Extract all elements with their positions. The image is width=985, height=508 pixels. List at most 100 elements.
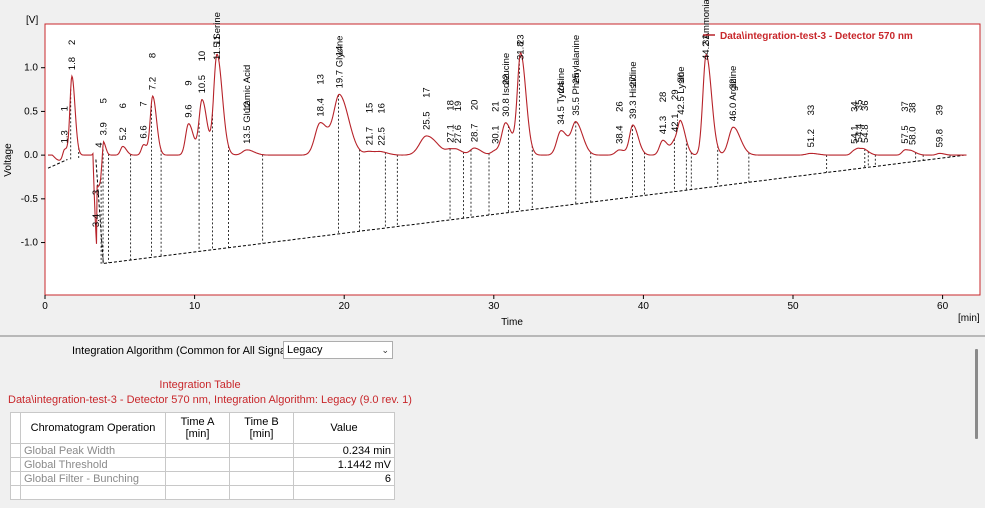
peak-number-label: 22: [501, 74, 512, 85]
chevron-down-icon: ⌄: [381, 345, 389, 355]
x-tick-label: 10: [189, 301, 201, 312]
peak-retention-label: 27.1: [445, 124, 456, 143]
cell-value[interactable]: 6: [293, 471, 395, 486]
peak-number-label: 20: [469, 100, 480, 111]
col-header-value[interactable]: Value: [293, 412, 395, 444]
panel-splitter[interactable]: [0, 335, 985, 337]
peak-retention-label: 51.2: [806, 129, 817, 148]
peak-retention-label: 28.7: [469, 124, 480, 143]
cell-time-a[interactable]: [165, 443, 230, 458]
cell-time-a[interactable]: [165, 457, 230, 472]
peak-number-label: 16: [377, 103, 388, 114]
table-row[interactable]: Global Filter - Bunching 6: [10, 471, 395, 486]
peak-retention-label: 13.5 Glutamic Acid: [242, 65, 253, 144]
integration-panel: Integration Algorithm (Common for All Si…: [0, 337, 985, 508]
table-row-empty[interactable]: [10, 485, 395, 500]
peak-retention-label: 5.2: [118, 127, 129, 140]
cell-time-b[interactable]: [229, 485, 294, 500]
row-header[interactable]: [10, 485, 21, 500]
cell-value[interactable]: 1.1442 mV: [293, 457, 395, 472]
chromatogram-panel[interactable]: [V] Voltage Time [min] 0 10 20 30 40 50 60 1.0 0…: [0, 0, 985, 335]
peak-number-label: 7: [139, 101, 150, 106]
x-tick-label: 60: [937, 301, 949, 312]
peak-number-label: 36: [860, 100, 871, 111]
peak-number-label: 39: [935, 105, 946, 116]
peak-number-label: 6: [118, 103, 129, 108]
peak-retention-label: 1.3: [59, 130, 70, 143]
peak-number-label: 31: [701, 34, 712, 45]
peak-number-label: 26: [615, 101, 626, 112]
peak-retention-label: 30.8 Isoleucine: [501, 53, 512, 117]
peak-number-label: 3: [91, 190, 102, 195]
algorithm-select[interactable]: Legacy ⌄: [283, 341, 393, 359]
peak-retention-label: 31.8: [516, 42, 527, 61]
cell-time-b[interactable]: [229, 443, 294, 458]
cell-time-b[interactable]: [229, 471, 294, 486]
peak-retention-label: 6.6: [139, 125, 150, 138]
cell-time-b[interactable]: [229, 457, 294, 472]
legend-label: Data\integration-test-3 - Detector 570 n…: [720, 31, 913, 42]
cell-operation[interactable]: Global Peak Width: [20, 443, 166, 458]
peak-retention-label: 3.9: [98, 122, 109, 135]
peak-number-label: 17: [422, 87, 433, 98]
signal-trace: [48, 51, 967, 244]
vertical-scrollbar[interactable]: [975, 349, 978, 439]
peak-retention-label: 10.5: [197, 75, 208, 94]
peak-number-label: 29: [670, 89, 681, 100]
cell-operation[interactable]: Global Threshold: [20, 457, 166, 472]
peak-retention-label: 7.2: [148, 77, 159, 90]
peak-number-label: 38: [908, 102, 919, 113]
peak-number-label: 37: [900, 101, 911, 112]
peak-number-label: 12: [242, 101, 253, 112]
peak-retention-label: 18.4: [315, 98, 326, 117]
peak-retention-label: 11.5 Serine: [212, 12, 223, 60]
peak-number-label: 1: [59, 106, 70, 111]
peak-number-label: 35: [854, 100, 865, 111]
cell-operation[interactable]: Global Filter - Bunching: [20, 471, 166, 486]
plot-frame: [44, 23, 981, 296]
peak-number-label: 9: [184, 80, 195, 85]
table-row[interactable]: Global Threshold 1.1442 mV: [10, 457, 395, 472]
cell-value[interactable]: [293, 485, 395, 500]
peak-number-label: 4: [94, 143, 105, 148]
peak-retention-label: 42.1: [670, 114, 681, 133]
cell-value[interactable]: 0.234 min: [293, 443, 395, 458]
peak-retention-label: 57.5: [900, 125, 911, 144]
row-header[interactable]: [10, 471, 21, 486]
peak-retention-label: 30.1: [490, 125, 501, 144]
cell-operation[interactable]: [20, 485, 166, 500]
peak-retention-label: 1.8: [67, 57, 78, 70]
integration-table[interactable]: Chromatogram Operation Time A [min] Time…: [10, 412, 395, 500]
col-header-time-b[interactable]: Time B [min]: [229, 412, 294, 444]
row-header[interactable]: [10, 457, 21, 472]
integration-table-subtitle: Data\integration-test-3 - Detector 570 n…: [8, 394, 412, 406]
peak-number-label: 13: [315, 74, 326, 85]
peak-retention-label: 25.5: [422, 111, 433, 130]
chromatogram-chart[interactable]: [V] Voltage Time [min] 0 10 20 30 40 50 60 1.0 0…: [0, 0, 985, 335]
peak-number-label: 30: [676, 72, 687, 83]
peak-number-label: 18: [445, 100, 456, 111]
peak-number-label: 23: [516, 34, 527, 45]
peak-retention-label: 59.8: [935, 129, 946, 148]
peak-retention-label: 54.8: [860, 125, 871, 144]
col-header-operation[interactable]: Chromatogram Operation: [20, 412, 166, 444]
y-tick-label: -1.0: [21, 238, 39, 249]
peak-number-label: 5: [98, 98, 109, 103]
y-axis-title: Voltage: [3, 143, 14, 177]
x-tick-label: 30: [488, 301, 500, 312]
y-tick-label: 0.0: [24, 150, 38, 161]
x-tick-label: 20: [339, 301, 351, 312]
row-header[interactable]: [10, 443, 21, 458]
table-row[interactable]: Global Peak Width 0.234 min: [10, 443, 395, 458]
baseline-line: [47, 154, 964, 265]
peak-retention-label: 21.7: [365, 127, 376, 146]
y-tick-label: -0.5: [21, 194, 39, 205]
cell-time-a[interactable]: [165, 485, 230, 500]
peak-retention-label: 9.6: [184, 104, 195, 117]
y-tick-label: 0.5: [24, 106, 38, 117]
col-header-time-a[interactable]: Time A [min]: [165, 412, 230, 444]
peak-number-label: 27: [628, 76, 639, 87]
peak-retention-label: 19.7 Glycine: [335, 36, 346, 89]
peak-retention-label: 46.0 Arginine: [728, 66, 739, 121]
cell-time-a[interactable]: [165, 471, 230, 486]
